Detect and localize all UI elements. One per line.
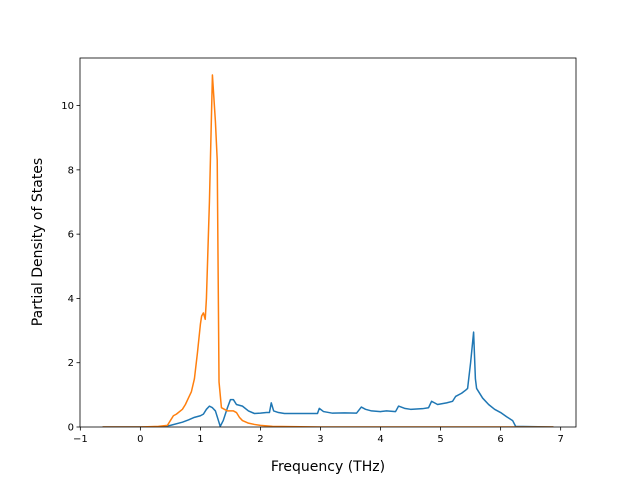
y-tick-label: 0 — [68, 423, 74, 434]
y-tick-label: 10 — [61, 101, 74, 112]
x-tick-label: 6 — [497, 434, 503, 445]
x-tick-label: 0 — [137, 434, 143, 445]
x-axis-label: Frequency (THz) — [271, 459, 385, 475]
y-axis-label: Partial Density of States — [30, 158, 46, 326]
x-tick-label: −1 — [73, 434, 88, 445]
x-tick-label: 2 — [257, 434, 263, 445]
series-line — [102, 331, 554, 427]
x-tick-label: 1 — [197, 434, 203, 445]
y-tick-label: 6 — [68, 230, 74, 241]
y-tick-label: 4 — [68, 294, 74, 305]
x-tick-label: 3 — [317, 434, 323, 445]
x-tick-label: 4 — [377, 434, 383, 445]
x-tick-label: 7 — [557, 434, 563, 445]
axes-frame — [79, 57, 577, 428]
y-tick-label: 8 — [68, 165, 74, 176]
y-tick-label: 2 — [68, 358, 74, 369]
series-line — [102, 74, 554, 427]
x-tick-label: 5 — [437, 434, 443, 445]
